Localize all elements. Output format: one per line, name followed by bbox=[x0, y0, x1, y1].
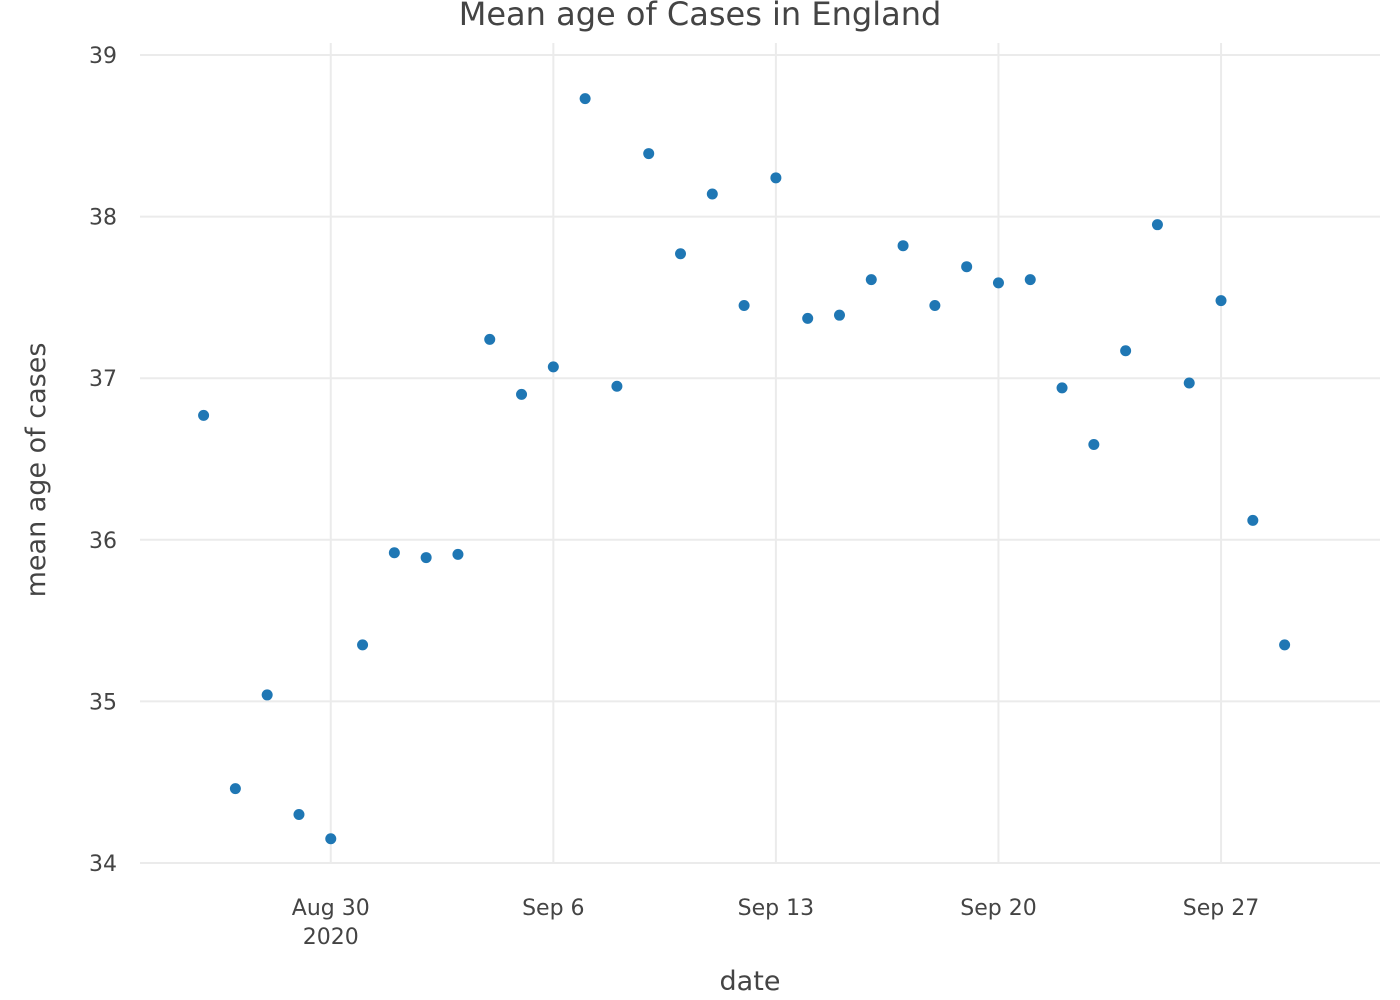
data-point bbox=[547, 361, 559, 373]
x-tick-label: Sep 27 bbox=[1183, 896, 1259, 921]
data-point bbox=[770, 172, 782, 184]
x-tick-sublabel: 2020 bbox=[303, 925, 359, 950]
data-point bbox=[516, 388, 528, 400]
data-point bbox=[1183, 377, 1195, 389]
data-point bbox=[261, 689, 273, 701]
data-points bbox=[198, 93, 1291, 845]
y-tick-label: 38 bbox=[89, 206, 117, 231]
y-tick-label: 39 bbox=[89, 44, 117, 69]
data-point bbox=[293, 809, 305, 821]
y-axis-title: mean age of cases bbox=[21, 343, 52, 598]
y-gridlines bbox=[140, 54, 1380, 864]
data-point bbox=[833, 309, 845, 321]
data-point bbox=[1024, 274, 1036, 286]
data-point bbox=[1247, 514, 1259, 526]
x-axis-ticks: Aug 30 2020 Sep 6 Sep 13 Sep 20 Sep 27 bbox=[292, 896, 1259, 950]
data-point bbox=[357, 639, 369, 651]
data-point bbox=[325, 833, 337, 845]
data-point bbox=[484, 333, 496, 345]
data-point bbox=[1279, 639, 1291, 651]
data-point bbox=[643, 148, 655, 160]
x-gridlines bbox=[329, 43, 1223, 863]
data-point bbox=[929, 299, 941, 311]
y-axis-ticks: 34 35 36 37 38 39 bbox=[89, 44, 117, 877]
data-point bbox=[706, 188, 718, 200]
data-point bbox=[897, 240, 909, 252]
data-point bbox=[229, 783, 241, 795]
data-point bbox=[388, 547, 400, 559]
data-point bbox=[865, 274, 877, 286]
data-point bbox=[961, 261, 973, 273]
data-point bbox=[1151, 219, 1163, 231]
data-point bbox=[579, 93, 591, 105]
data-point bbox=[738, 299, 750, 311]
x-tick-label: Sep 6 bbox=[522, 896, 584, 921]
data-point bbox=[611, 380, 623, 392]
y-tick-label: 34 bbox=[89, 852, 117, 877]
y-tick-label: 36 bbox=[89, 529, 117, 554]
data-point bbox=[1215, 295, 1227, 307]
x-tick-label: Sep 13 bbox=[738, 896, 814, 921]
y-tick-label: 37 bbox=[89, 367, 117, 392]
data-point bbox=[198, 409, 210, 421]
data-point bbox=[1120, 345, 1132, 357]
data-point bbox=[1056, 382, 1068, 394]
data-point bbox=[675, 248, 687, 260]
data-point bbox=[1088, 438, 1100, 450]
data-point bbox=[452, 548, 464, 560]
data-point bbox=[802, 312, 814, 324]
chart-title: Mean age of Cases in England bbox=[459, 0, 942, 33]
x-tick-label: Sep 20 bbox=[960, 896, 1036, 921]
y-tick-label: 35 bbox=[89, 690, 117, 715]
data-point bbox=[992, 277, 1004, 289]
x-tick-label: Aug 30 bbox=[292, 896, 370, 921]
data-point bbox=[420, 552, 432, 564]
x-axis-title: date bbox=[720, 966, 781, 997]
